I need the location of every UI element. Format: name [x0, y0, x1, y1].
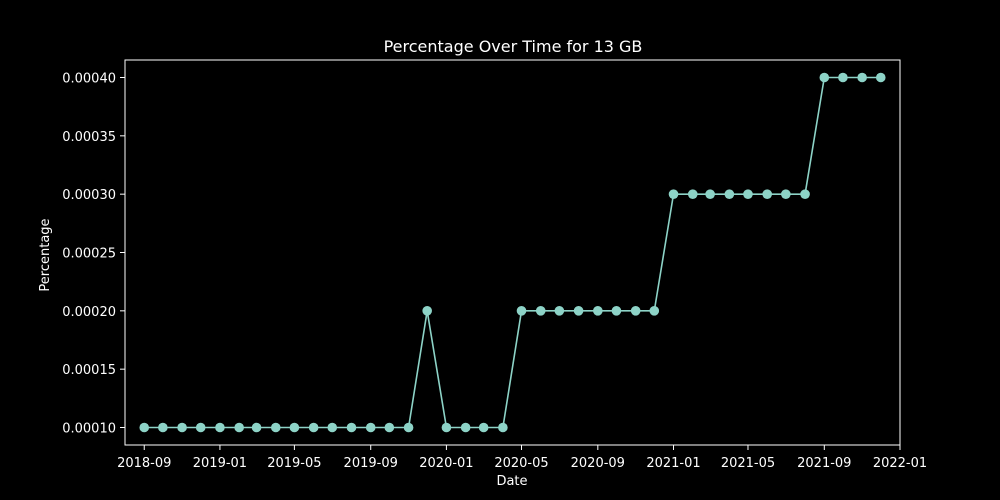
data-point-0-5 [234, 422, 244, 433]
data-point-0-3 [195, 422, 206, 433]
data-point-0-23 [573, 306, 584, 316]
x-tick-label-0: 2018-09 [117, 456, 171, 471]
x-tick-label-7: 2021-01 [646, 456, 700, 471]
x-tick-label-4: 2020-01 [419, 456, 473, 471]
data-point-0-36 [819, 72, 830, 83]
data-point-0-28 [668, 189, 679, 199]
y-axis-label: Percentage [38, 218, 53, 291]
data-point-0-32 [743, 189, 753, 199]
data-point-0-21 [535, 306, 546, 316]
chart-title: Percentage Over Time for 13 GB [384, 37, 643, 56]
data-point-0-22 [554, 306, 565, 316]
data-point-0-8 [289, 422, 300, 433]
data-point-0-35 [800, 189, 810, 199]
x-tick-label-8: 2021-05 [721, 456, 775, 471]
data-point-0-11 [346, 422, 357, 433]
x-tick-label-10: 2022-01 [873, 456, 927, 471]
data-point-0-12 [365, 422, 376, 433]
y-tick-label-5: 0.00035 [62, 130, 116, 145]
x-tick-label-5: 2020-05 [494, 456, 548, 471]
data-point-0-18 [478, 422, 489, 433]
x-tick-label-2: 2019-05 [267, 456, 321, 471]
data-point-0-7 [270, 422, 281, 433]
y-axis: 0.00010 0.00015 0.00020 0.00025 0.00030 0.000… [62, 72, 125, 437]
data-point-0-20 [516, 306, 527, 316]
data-point-0-33 [762, 189, 773, 199]
y-tick-label-3: 0.00025 [62, 247, 116, 262]
data-point-0-29 [687, 189, 698, 199]
data-point-0-17 [460, 422, 471, 433]
data-point-0-25 [611, 306, 622, 316]
data-point-0-1 [158, 422, 168, 433]
x-tick-label-1: 2019-01 [193, 456, 247, 471]
data-point-0-19 [498, 422, 508, 433]
data-point-0-34 [781, 189, 791, 199]
data-point-0-16 [441, 422, 452, 433]
x-tick-label-6: 2020-09 [571, 456, 625, 471]
data-point-0-27 [649, 306, 660, 316]
data-point-0-30 [705, 189, 715, 199]
x-tick-label-9: 2021-09 [797, 456, 851, 471]
data-point-0-4 [215, 422, 225, 433]
data-point-0-24 [593, 306, 603, 316]
x-tick-label-3: 2019-09 [344, 456, 398, 471]
data-point-0-2 [177, 422, 187, 433]
y-tick-label-0: 0.00010 [62, 422, 116, 437]
x-axis-label: Date [496, 474, 527, 489]
series-line-0 [144, 76, 881, 429]
y-tick-label-6: 0.00040 [62, 72, 116, 87]
data-point-0-13 [384, 422, 395, 433]
plot-frame [124, 59, 901, 446]
data-point-0-10 [327, 422, 338, 433]
data-point-0-14 [403, 422, 414, 433]
series-layer [139, 72, 886, 433]
data-point-0-31 [724, 189, 735, 199]
plot-area [124, 59, 901, 446]
data-point-0-0 [139, 422, 150, 433]
data-point-0-15 [422, 306, 432, 316]
y-tick-label-4: 0.00030 [62, 188, 116, 203]
data-point-0-9 [308, 422, 319, 433]
data-point-0-26 [630, 306, 641, 316]
data-point-0-38 [857, 72, 867, 83]
y-tick-label-1: 0.00015 [62, 363, 116, 378]
data-point-0-6 [251, 422, 262, 433]
data-point-0-39 [875, 72, 886, 83]
data-point-0-37 [838, 72, 848, 83]
y-tick-label-2: 0.00020 [62, 305, 116, 320]
x-axis: 2018-09 2019-01 2019-05 2019-09 2020-01 2020-… [117, 445, 927, 471]
